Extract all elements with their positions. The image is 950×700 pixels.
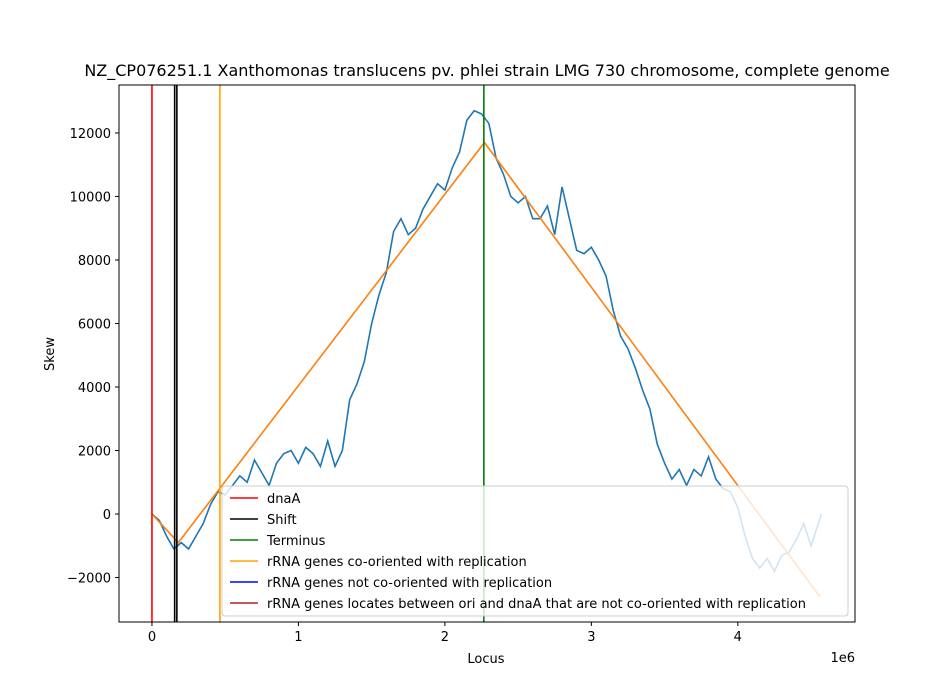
- x-tick-label: 1: [294, 630, 302, 645]
- line-series: [151, 109, 823, 573]
- x-tick-label: 3: [587, 630, 595, 645]
- chart-title: NZ_CP076251.1 Xanthomonas translucens pv…: [84, 61, 889, 81]
- x-tick-label: 2: [441, 630, 449, 645]
- y-tick-label: 12000: [70, 127, 111, 142]
- x-offset-label: 1e6: [830, 651, 855, 666]
- x-axis-label: Locus: [467, 652, 504, 667]
- x-tick-label: 0: [148, 630, 156, 645]
- y-tick-label: 6000: [78, 317, 111, 332]
- y-tick-label: 10000: [70, 190, 111, 205]
- legend-label: rRNA genes co-oriented with replication: [267, 555, 527, 570]
- legend-label: rRNA genes locates between ori and dnaA …: [267, 597, 806, 612]
- plot-frame: [118, 84, 856, 623]
- legend-box: [221, 485, 849, 617]
- legend-label: Terminus: [266, 534, 326, 549]
- legend-label: rRNA genes not co-oriented with replicat…: [267, 576, 552, 591]
- legend-label: Shift: [267, 513, 297, 528]
- y-tick-label: 8000: [78, 254, 111, 269]
- line-series: [151, 141, 821, 598]
- y-tick-label: 4000: [78, 381, 111, 396]
- y-tick-label: −2000: [67, 572, 111, 587]
- y-tick-label: 0: [103, 508, 111, 523]
- y-tick-label: 2000: [78, 445, 111, 460]
- plot-area: [151, 85, 823, 622]
- legend: dnaA Shift Terminus rRNA genes co-oriented …: [221, 485, 849, 617]
- legend-label: dnaA: [267, 492, 300, 507]
- y-axis-label: Skew: [43, 337, 58, 371]
- x-tick-label: 4: [734, 630, 742, 645]
